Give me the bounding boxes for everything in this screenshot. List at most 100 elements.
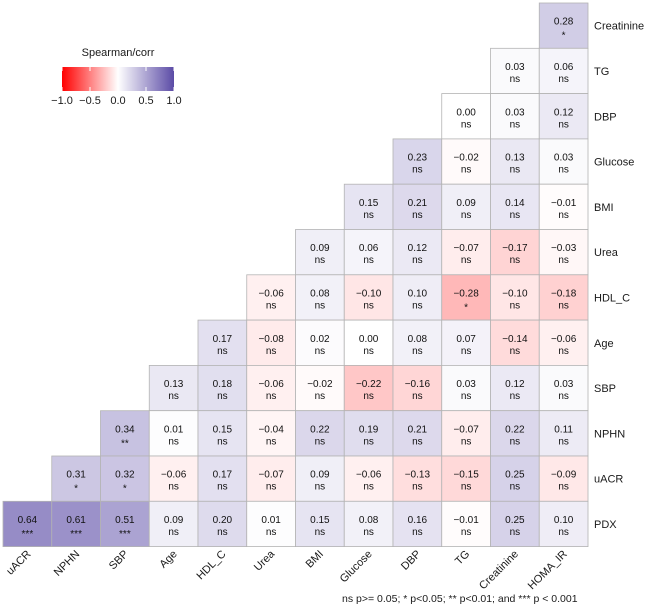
cell-value-label: −0.14 [502,334,528,345]
cell-value-label: −0.09 [551,470,577,481]
cell-value-label: 0.13 [505,153,525,164]
cell-significance-label: ns [315,346,326,357]
cell-fill [343,319,394,366]
legend-tick-label: 1.0 [166,95,181,107]
cell-value-label: 0.10 [554,515,574,526]
cell-fill [490,274,540,321]
cell-value-label: 0.12 [554,107,574,118]
cell-value-label: 0.31 [66,470,86,481]
cell-significance-label: ns [510,119,521,130]
heatmap-cell: 0.51 *** [100,500,150,547]
cell-significance-label: * [74,484,78,495]
row-label: Glucose [594,157,634,169]
legend-tick-label: −1.0 [51,95,73,107]
column-label: Glucose [338,548,375,585]
cell-significance-label: ns [412,300,423,311]
cell-fill [197,500,248,547]
cell-significance-label: ns [363,255,374,266]
cell-significance-label: ns [510,482,521,493]
cell-fill [441,500,491,547]
column-label: HOMA_IR [526,548,570,592]
cell-fill [148,410,199,457]
heatmap-cell: 0.64 *** [2,500,53,547]
cell-significance-label: ns [558,300,569,311]
row-label: Age [594,338,614,350]
cell-fill [441,455,491,502]
cell-fill [538,2,589,49]
row-label: PDX [594,519,617,531]
cell-fill [343,183,394,230]
cell-significance-label: ns [461,527,472,538]
cell-value-label: 0.51 [115,515,135,526]
cell-fill [295,274,345,321]
cell-value-label: 0.32 [115,470,135,481]
cell-value-label: −0.06 [258,379,284,390]
cell-fill [441,274,491,321]
cell-significance-label: ns [461,165,472,176]
cell-fill [490,319,540,366]
cell-value-label: −0.03 [551,243,577,254]
cell-significance-label: ns [510,210,521,221]
cell-value-label: −0.02 [453,153,479,164]
cell-value-label: 0.15 [359,198,379,209]
cell-significance-label: ns [315,482,326,493]
cell-fill [441,410,491,457]
cell-fill [197,319,248,366]
column-label: DBP [399,548,423,572]
heatmap-cell: −0.28 * [441,274,491,321]
column-label: HDL_C [194,548,228,582]
cell-fill [490,455,540,502]
cell-fill [392,229,443,276]
cell-value-label: 0.12 [408,243,428,254]
cell-fill [392,183,443,230]
cell-value-label: 0.21 [408,198,428,209]
cell-value-label: 0.22 [310,424,330,435]
cell-fill [441,364,491,412]
cell-significance-label: ns [461,346,472,357]
cell-significance-label: ns [315,391,326,402]
cell-value-label: −0.13 [405,470,431,481]
cell-value-label: 0.14 [505,198,525,209]
cell-value-label: 0.03 [505,107,525,118]
cell-fill [392,138,443,185]
cell-value-label: 0.61 [66,515,86,526]
cell-significance-label: ns [412,210,423,221]
cell-significance-label: ns [558,119,569,130]
cell-significance-label: * [464,302,468,313]
row-label: uACR [594,474,623,486]
cell-value-label: 0.07 [456,334,476,345]
cell-significance-label: ns [363,391,374,402]
cell-value-label: 0.00 [359,334,379,345]
cell-value-label: 0.09 [164,515,184,526]
cell-value-label: −0.01 [551,198,577,209]
cell-significance-label: ns [510,255,521,266]
cell-significance-label: ns [558,482,569,493]
cell-significance-label: ** [121,438,129,449]
cell-fill [148,500,199,547]
column-label: BMI [304,548,326,570]
cell-value-label: −0.06 [551,334,577,345]
cell-value-label: 0.23 [408,153,428,164]
